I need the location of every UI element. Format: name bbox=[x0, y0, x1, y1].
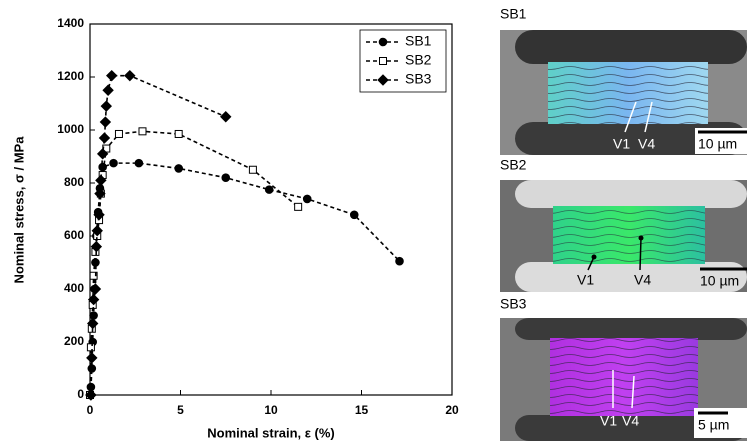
y-tick-label: 1200 bbox=[57, 69, 84, 83]
marker bbox=[248, 165, 257, 174]
marker bbox=[174, 129, 183, 138]
y-tick-label: 0 bbox=[77, 387, 84, 401]
label: V4 bbox=[638, 136, 655, 152]
y-tick-label: 200 bbox=[64, 334, 84, 348]
panel-sb2: SB2 V1 V4 10 µm bbox=[500, 157, 747, 292]
legend-label: SB3 bbox=[405, 71, 432, 87]
marker bbox=[264, 185, 274, 194]
label: V1 bbox=[600, 413, 617, 429]
panel-title: SB1 bbox=[500, 6, 527, 22]
marker bbox=[86, 343, 95, 352]
panel-sb3: SB3 V1 V4 5 µm bbox=[500, 296, 747, 441]
marker bbox=[91, 224, 103, 237]
marker bbox=[395, 256, 404, 266]
marker bbox=[87, 317, 99, 330]
label: V4 bbox=[622, 413, 639, 429]
marker bbox=[349, 210, 359, 220]
marker bbox=[378, 37, 388, 47]
scale-bar: 10 µm bbox=[698, 136, 737, 152]
label: V1 bbox=[577, 272, 594, 288]
x-tick-label: 5 bbox=[177, 403, 184, 417]
marker bbox=[99, 116, 112, 128]
legend-label: SB1 bbox=[405, 33, 432, 49]
marker bbox=[86, 352, 98, 364]
x-tick-label: 20 bbox=[445, 403, 459, 417]
marker bbox=[377, 74, 389, 86]
marker bbox=[102, 84, 114, 96]
marker bbox=[294, 202, 303, 211]
marker bbox=[302, 194, 312, 204]
marker bbox=[138, 127, 147, 136]
label: V4 bbox=[634, 272, 651, 288]
marker bbox=[98, 132, 111, 144]
series-line bbox=[89, 162, 401, 396]
marker bbox=[90, 240, 103, 253]
marker bbox=[89, 283, 102, 295]
marker bbox=[220, 111, 232, 123]
y-axis-title: Nominal stress, σ / MPa bbox=[11, 136, 26, 284]
panel-sb1: SB1 V1 V4 10 µm bbox=[500, 6, 747, 155]
x-tick-label: 0 bbox=[87, 403, 94, 417]
marker bbox=[100, 100, 112, 112]
legend-box bbox=[359, 29, 447, 93]
y-tick-label: 600 bbox=[64, 228, 84, 242]
marker bbox=[87, 293, 100, 306]
marker bbox=[93, 209, 105, 221]
x-tick-label: 10 bbox=[264, 403, 278, 417]
marker bbox=[221, 173, 231, 182]
marker bbox=[85, 389, 97, 401]
y-tick-label: 800 bbox=[64, 175, 84, 189]
marker bbox=[174, 164, 183, 173]
x-axis-title: Nominal strain, ε (%) bbox=[207, 425, 335, 440]
series-line bbox=[89, 130, 299, 396]
y-tick-label: 1400 bbox=[57, 16, 84, 30]
marker bbox=[96, 148, 109, 160]
marker bbox=[114, 129, 123, 138]
x-tick-label: 15 bbox=[355, 403, 369, 417]
series-line bbox=[90, 74, 227, 396]
marker bbox=[109, 158, 118, 168]
y-tick-label: 1000 bbox=[57, 122, 84, 136]
y-tick-label: 400 bbox=[64, 281, 84, 295]
label: V1 bbox=[613, 136, 630, 152]
marker bbox=[89, 271, 98, 280]
marker bbox=[94, 187, 106, 200]
marker bbox=[95, 174, 107, 187]
marker bbox=[379, 57, 387, 65]
marker bbox=[124, 69, 136, 82]
scale-bar: 5 µm bbox=[698, 417, 729, 433]
panel-title: SB3 bbox=[500, 296, 527, 312]
panel-title: SB2 bbox=[500, 157, 527, 173]
legend-label: SB2 bbox=[405, 52, 432, 68]
marker bbox=[106, 69, 118, 82]
marker bbox=[134, 158, 144, 168]
scale-bar: 10 µm bbox=[700, 273, 739, 289]
